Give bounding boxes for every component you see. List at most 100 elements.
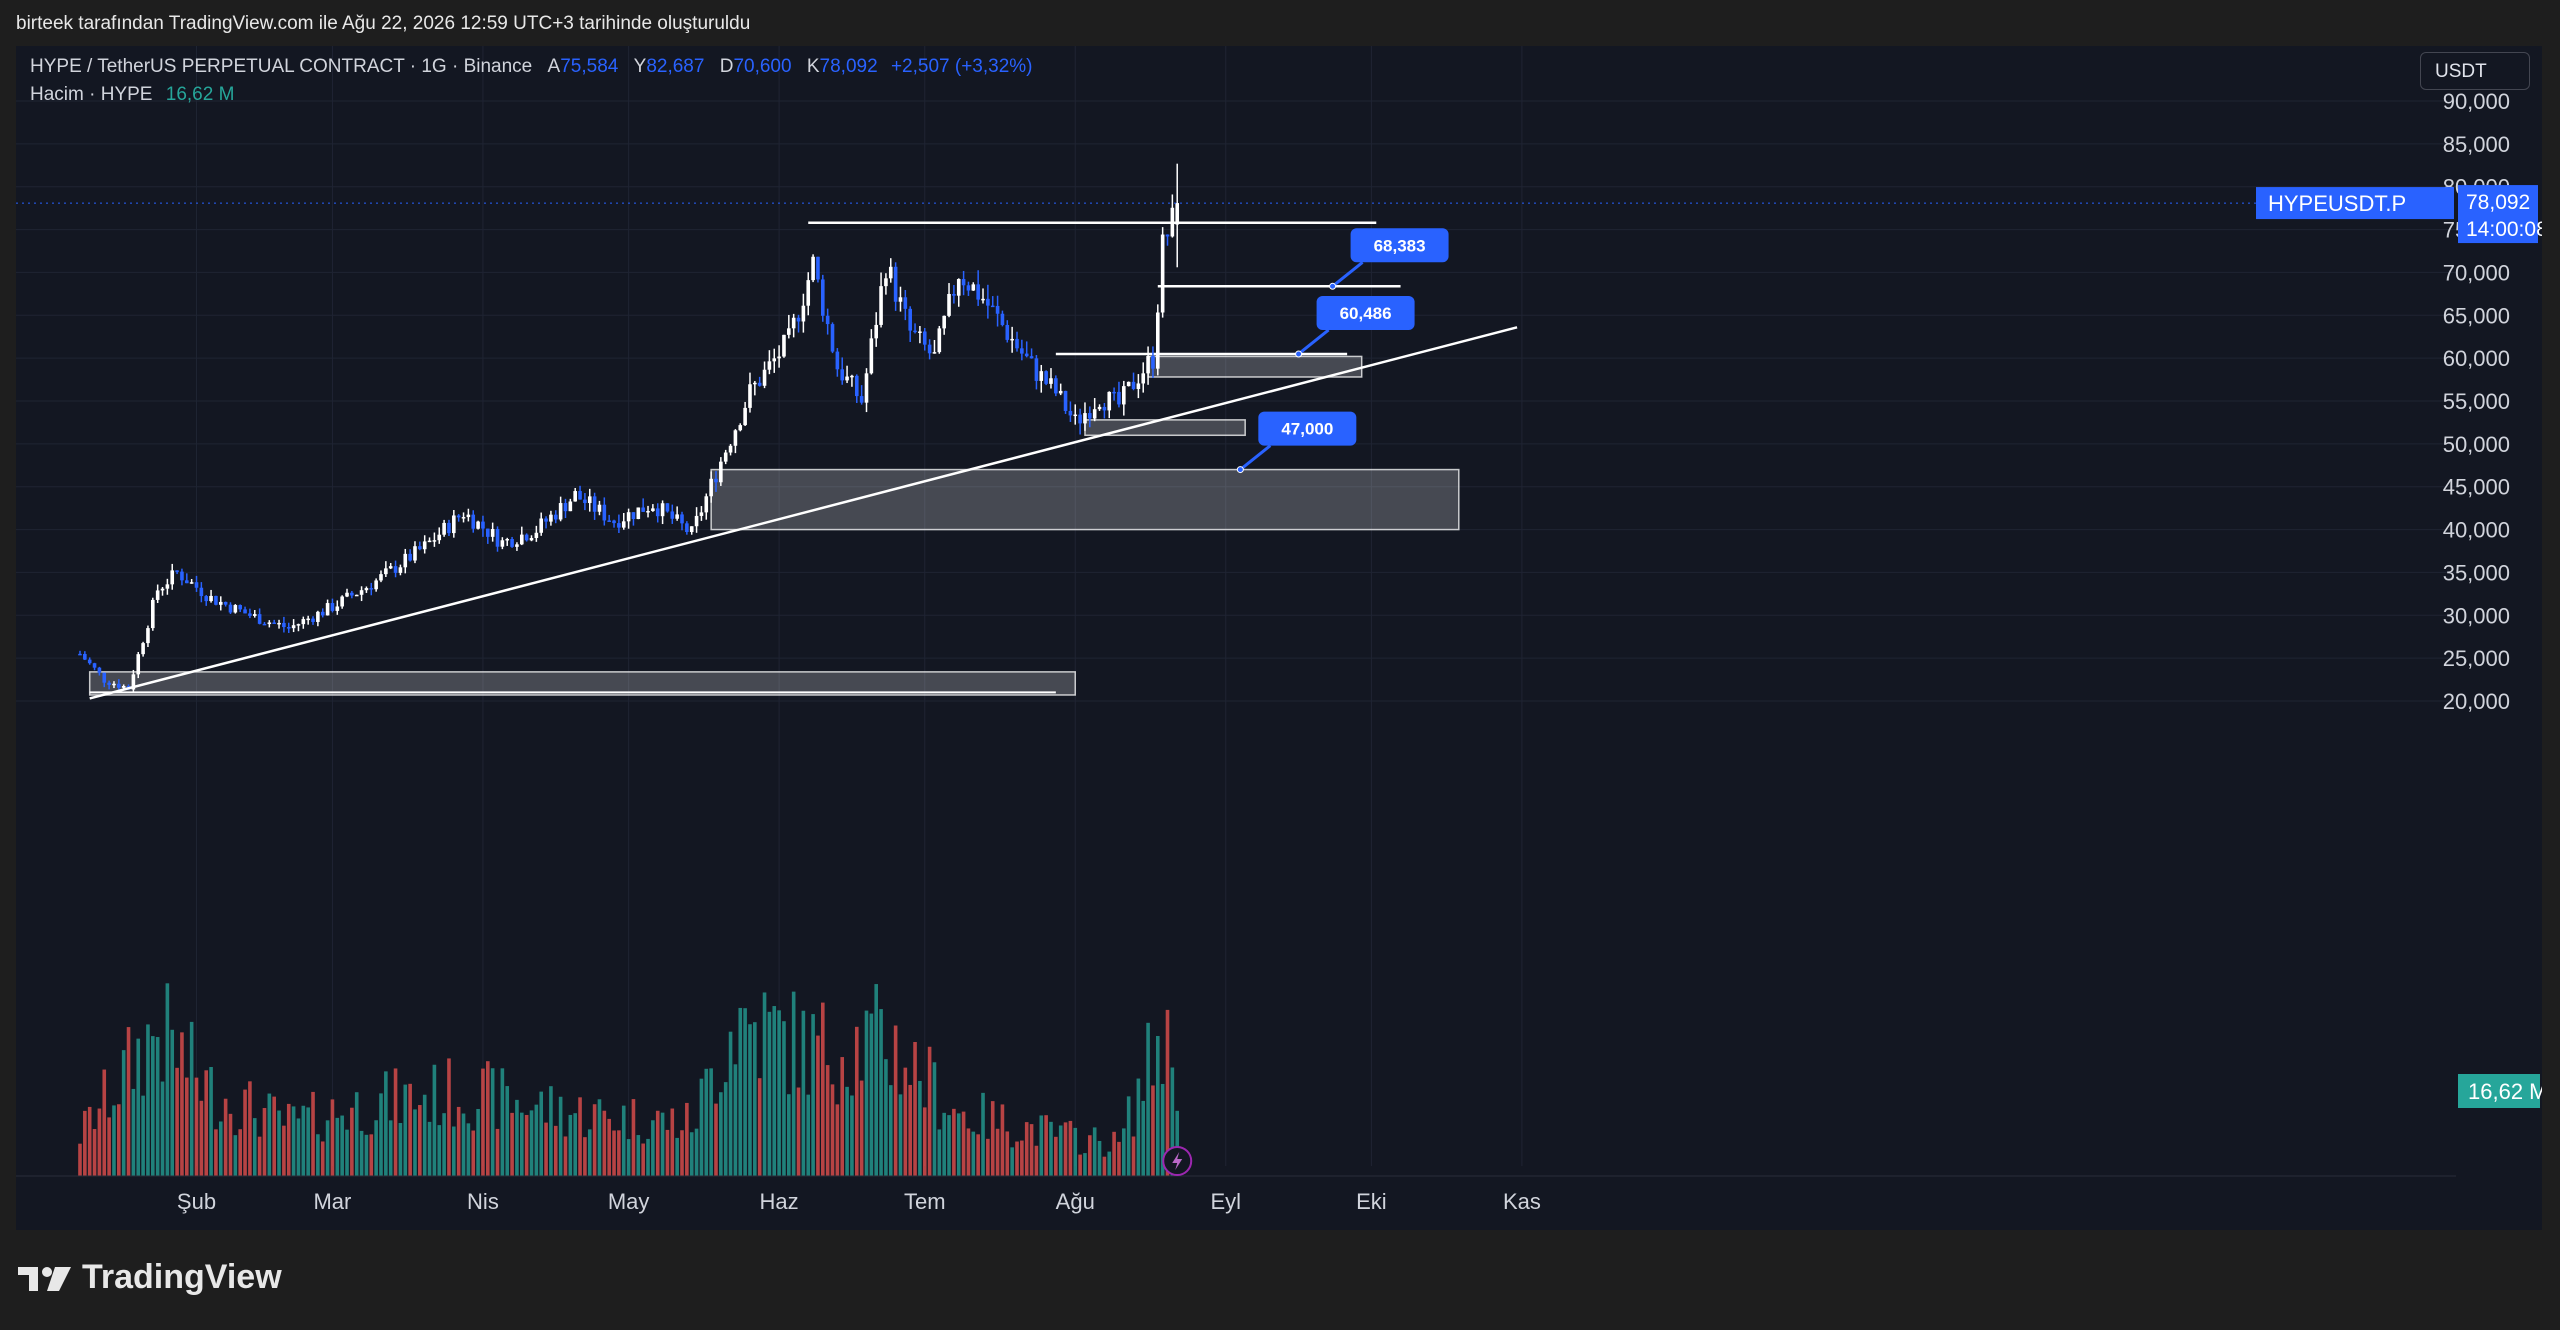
price-tick-label: 25,000	[2443, 646, 2510, 671]
volume-bar	[782, 1021, 786, 1176]
candles	[78, 163, 1180, 692]
price-tick-label: 50,000	[2443, 432, 2510, 457]
volume-bar	[1078, 1154, 1082, 1176]
volume-legend[interactable]: Hacim · HYPE 16,62 M	[30, 84, 234, 106]
candle-body	[486, 528, 490, 537]
volume-bar	[398, 1123, 403, 1176]
volume-bar	[1170, 1067, 1175, 1176]
candle-body	[233, 605, 238, 613]
volume-bar	[762, 992, 767, 1176]
lightning-bolt-icon	[1172, 1152, 1183, 1170]
candle-body	[767, 361, 772, 370]
volume-bar	[777, 1010, 781, 1176]
volume-bar	[495, 1128, 500, 1176]
volume-bar	[97, 1108, 102, 1176]
candle-body	[1155, 312, 1160, 369]
candle-body	[1141, 373, 1146, 384]
candle-body	[364, 588, 369, 591]
candle-body	[830, 324, 835, 352]
symbol-tag	[2256, 187, 2454, 220]
volume-bar	[573, 1113, 577, 1176]
volume-bar	[966, 1128, 971, 1176]
volume-bar	[272, 1096, 276, 1176]
candle-body	[311, 618, 315, 622]
candle-body	[1151, 355, 1155, 369]
open-value: 75,584	[560, 56, 619, 77]
candle-body	[369, 588, 374, 590]
candle-body	[1117, 391, 1121, 405]
volume-bar	[155, 1037, 160, 1176]
volume-bar	[384, 1071, 388, 1176]
price-tick-label: 30,000	[2443, 603, 2510, 628]
price-tick-label: 35,000	[2443, 560, 2510, 585]
candle-body	[583, 499, 587, 504]
volume-bar	[646, 1138, 650, 1176]
volume-bar	[651, 1120, 655, 1176]
candle-body	[631, 512, 636, 520]
chart-canvas[interactable]: 68,383 60,486 47,000 20,000 25,000 30,000 35,…	[16, 46, 2548, 1230]
volume-bar	[505, 1086, 510, 1176]
chart-panel[interactable]: 68,383 60,486 47,000 20,000 25,000 30,000 35,…	[16, 46, 2548, 1230]
candle-body	[563, 503, 568, 512]
candle-body	[685, 523, 689, 533]
candle-body	[350, 592, 354, 596]
zone-rectangle	[1147, 355, 1363, 378]
candle-body	[452, 515, 456, 534]
candle-body	[641, 507, 645, 512]
candle-body	[277, 622, 281, 625]
volume-bar	[379, 1093, 383, 1176]
candle-body	[850, 375, 854, 378]
candle-body	[1034, 358, 1039, 381]
close-label: K	[806, 56, 820, 77]
candle-body	[107, 682, 111, 685]
candle-body	[592, 496, 597, 512]
candle-body	[879, 286, 883, 325]
volume-bar	[170, 1029, 175, 1176]
candle-body	[388, 566, 393, 569]
volume-bar	[359, 1130, 364, 1176]
zone-rectangle	[710, 468, 1460, 531]
volume-bar	[602, 1110, 607, 1176]
volume-bar	[1112, 1131, 1116, 1176]
callout-price-label: 60,486	[1340, 304, 1392, 323]
candle-body	[801, 305, 806, 322]
volume-bar	[131, 1088, 136, 1176]
volume-bar	[325, 1120, 330, 1176]
candle-body	[194, 582, 199, 588]
volume-bar	[1102, 1156, 1107, 1176]
candle-body	[995, 305, 1000, 314]
volume-label[interactable]: Hacim · HYPE	[30, 84, 153, 105]
time-tick-label: Kas	[1503, 1189, 1541, 1214]
volume-bar	[753, 1022, 757, 1176]
candle-body	[762, 369, 767, 386]
volume-bar	[767, 1011, 772, 1176]
volume-bar	[184, 1077, 189, 1176]
axis-tags: HYPEUSDT.P 78,092 14:00:08 16,62 M	[16, 185, 2548, 1176]
volume-bar	[476, 1108, 480, 1176]
candle-body	[772, 358, 777, 362]
volume-bar	[1131, 1136, 1136, 1176]
volume-bar	[87, 1106, 92, 1176]
tradingview-logo[interactable]: TradingView	[18, 1258, 282, 1297]
volume-bar	[1136, 1078, 1141, 1176]
time-tick-label: Tem	[904, 1189, 946, 1214]
symbol-legend[interactable]: HYPE / TetherUS PERPETUAL CONTRACT · 1G …	[30, 56, 1033, 78]
candle-body	[214, 595, 218, 605]
candle-body	[267, 622, 272, 625]
symbol-title[interactable]: HYPE / TetherUS PERPETUAL CONTRACT · 1G …	[30, 56, 533, 77]
candle-body	[714, 478, 718, 483]
price-tick-label: 60,000	[2443, 346, 2510, 371]
currency-button[interactable]: USDT	[2420, 52, 2530, 90]
volume-bar	[714, 1103, 718, 1176]
volume-bar	[617, 1130, 621, 1176]
candle-body	[204, 596, 209, 602]
candle-body	[913, 330, 917, 333]
volume-bar	[311, 1091, 315, 1176]
volume-bar	[772, 1006, 777, 1176]
volume-bar	[1073, 1127, 1078, 1176]
candle-body	[466, 514, 471, 518]
volume-bar	[486, 1061, 490, 1176]
volume-bar	[981, 1092, 985, 1176]
volume-bar	[345, 1129, 349, 1176]
volume-bar	[296, 1118, 301, 1176]
